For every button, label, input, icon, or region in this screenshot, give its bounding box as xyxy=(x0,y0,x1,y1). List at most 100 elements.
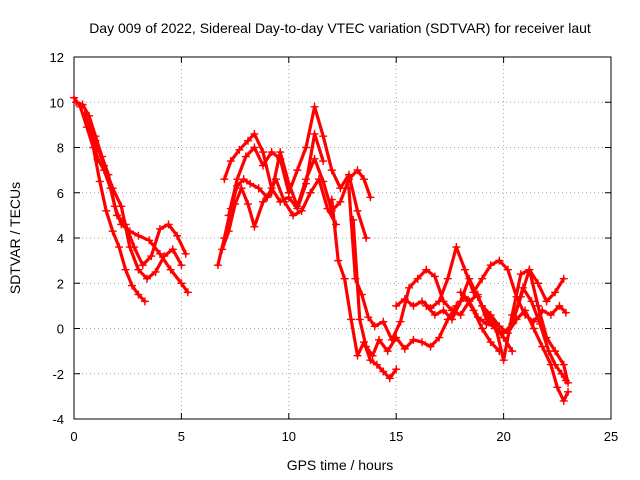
data-point xyxy=(413,274,422,283)
y-tick-label: 4 xyxy=(57,231,64,246)
data-point xyxy=(108,184,117,193)
data-point xyxy=(306,188,315,197)
data-point xyxy=(525,265,534,274)
data-point xyxy=(491,324,500,333)
data-point xyxy=(220,175,229,184)
data-point xyxy=(529,324,538,333)
data-point xyxy=(362,342,371,351)
tick-labels: 0 5 10 15 20 25 -4 -2 0 2 4 6 8 10 12 xyxy=(50,50,619,444)
data-point xyxy=(108,227,117,236)
data-point xyxy=(267,188,276,197)
data-point xyxy=(115,243,124,252)
data-point xyxy=(140,297,149,306)
data-point xyxy=(409,301,418,310)
data-point xyxy=(355,315,364,324)
x-tick-label: 15 xyxy=(389,429,403,444)
data-point xyxy=(177,279,186,288)
data-point xyxy=(183,288,192,297)
data-point xyxy=(78,100,87,109)
data-point xyxy=(538,342,547,351)
data-point xyxy=(344,184,353,193)
series-track-15 xyxy=(480,304,570,403)
data-point xyxy=(353,166,362,175)
data-point xyxy=(396,317,405,326)
data-point xyxy=(349,215,358,224)
data-point xyxy=(456,288,465,297)
data-point xyxy=(100,161,109,170)
data-point xyxy=(555,301,564,310)
data-point xyxy=(151,267,160,276)
data-point xyxy=(347,315,356,324)
data-point xyxy=(564,387,573,396)
data-point xyxy=(469,306,478,315)
x-tick-label: 5 xyxy=(178,429,185,444)
data-point xyxy=(372,360,381,369)
data-point xyxy=(160,252,169,261)
data-point xyxy=(166,265,175,274)
x-tick-label: 0 xyxy=(70,429,77,444)
data-point xyxy=(385,374,394,383)
data-point xyxy=(486,261,495,270)
data-point xyxy=(293,166,302,175)
data-point xyxy=(542,297,551,306)
data-point xyxy=(250,129,259,138)
data-point xyxy=(366,356,375,365)
data-point xyxy=(422,301,431,310)
data-point xyxy=(435,297,444,306)
data-point xyxy=(310,154,319,163)
data-point xyxy=(359,175,368,184)
data-point xyxy=(134,265,143,274)
data-point xyxy=(499,356,508,365)
data-point xyxy=(112,211,121,220)
data-point xyxy=(456,310,465,319)
series-track-1 xyxy=(72,96,147,303)
data-point xyxy=(559,360,568,369)
data-point xyxy=(478,301,487,310)
y-tick-label: 10 xyxy=(50,95,64,110)
data-point xyxy=(293,202,302,211)
data-point xyxy=(368,351,377,360)
data-point xyxy=(375,335,384,344)
data-point xyxy=(91,136,100,145)
series-group xyxy=(70,93,573,405)
data-point xyxy=(456,297,465,306)
data-point xyxy=(319,177,328,186)
data-point xyxy=(340,274,349,283)
data-point xyxy=(392,365,401,374)
series-track-3 xyxy=(83,112,188,267)
y-tick-label: 2 xyxy=(57,276,64,291)
data-point xyxy=(400,344,409,353)
data-point xyxy=(353,206,362,215)
data-point xyxy=(155,224,164,233)
data-point xyxy=(241,152,250,161)
data-point xyxy=(259,161,268,170)
data-point xyxy=(121,265,130,274)
data-point xyxy=(72,98,81,107)
data-point xyxy=(226,157,235,166)
data-point xyxy=(527,297,536,306)
data-point xyxy=(319,132,328,141)
data-point xyxy=(430,310,439,319)
data-point xyxy=(495,322,504,331)
data-point xyxy=(473,290,482,299)
data-point xyxy=(125,243,134,252)
data-point xyxy=(327,166,336,175)
data-point xyxy=(448,315,457,324)
data-point xyxy=(516,270,525,279)
data-point xyxy=(544,347,553,356)
x-tick-label: 10 xyxy=(282,429,296,444)
data-point xyxy=(551,288,560,297)
data-point xyxy=(508,347,517,356)
y-tick-label: 8 xyxy=(57,141,64,156)
data-point xyxy=(379,317,388,326)
data-point xyxy=(243,200,252,209)
data-point xyxy=(400,295,409,304)
data-point xyxy=(405,283,414,292)
series-track-16 xyxy=(512,286,568,383)
data-point xyxy=(417,297,426,306)
x-axis-label: GPS time / hours xyxy=(287,457,394,473)
data-point xyxy=(521,306,530,315)
data-point xyxy=(155,249,164,258)
data-point xyxy=(460,265,469,274)
data-point xyxy=(213,261,222,270)
